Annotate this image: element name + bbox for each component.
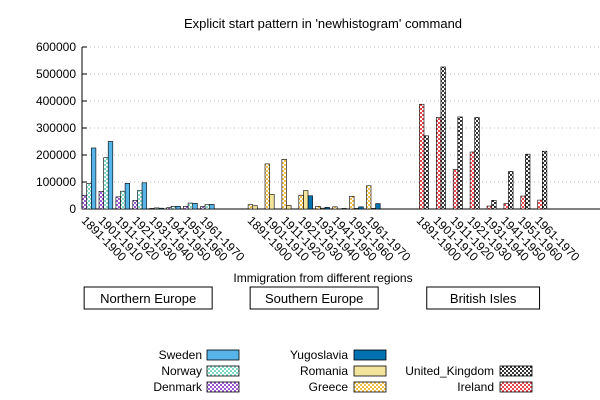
x-axis-label: Immigration from different regions (233, 271, 412, 285)
bar-yugoslavia (307, 195, 313, 210)
bar-denmark (200, 206, 206, 210)
bar-norway (137, 190, 143, 210)
group-labels: Northern Europe Southern Europe British Is… (83, 286, 541, 310)
bar-ireland (435, 117, 442, 210)
legend-label-romania: Romania (300, 364, 348, 378)
bar-denmark (81, 194, 87, 210)
bar-romania (286, 205, 292, 210)
bar-norway (204, 204, 210, 210)
bar-greece (298, 194, 304, 210)
legend-swatch-yugoslavia (353, 349, 387, 361)
bar-united_kingdom (457, 116, 463, 210)
bar-yugoslavia (341, 208, 347, 210)
bar-romania (303, 190, 309, 210)
bar-norway (187, 202, 194, 210)
bar-greece (332, 206, 338, 210)
bar-ireland (520, 195, 526, 210)
bar-romania (353, 208, 360, 210)
bar-ireland (419, 103, 425, 210)
y-tick-label: 300000 (36, 121, 76, 135)
legend-swatch-denmark (206, 381, 240, 393)
legend-label-greece: Greece (309, 380, 349, 394)
chart-title: Explicit start pattern in 'newhistogram'… (184, 16, 462, 31)
bar-united_kingdom (541, 150, 548, 210)
grid (82, 46, 600, 183)
bar-sweden (141, 182, 147, 210)
legend-label-norway: Norway (161, 364, 202, 378)
bar-sweden (158, 207, 164, 210)
bar-greece (247, 204, 254, 210)
legend-swatch-ireland (499, 381, 533, 393)
x-tick-labels: 1891-19001901-19101911-19201921-19301931… (79, 213, 583, 264)
group-label-box (426, 286, 541, 310)
y-tick-label: 200000 (36, 148, 76, 162)
legend-label-yugoslavia: Yugoslavia (290, 348, 348, 362)
bar-denmark (166, 207, 172, 210)
bar-romania (319, 207, 326, 210)
bar-romania (370, 208, 376, 210)
legend: Sweden Norway Denmark Yugoslavia Romania Gree… (153, 348, 533, 394)
bar-united_kingdom (491, 200, 497, 210)
legend-swatch-romania (353, 365, 387, 377)
bar-united_kingdom (508, 171, 514, 210)
bar-sweden (107, 141, 114, 210)
bar-denmark (149, 208, 155, 210)
legend-label-denmark: Denmark (153, 380, 203, 394)
bar-greece (315, 206, 321, 210)
bar-norway (86, 183, 92, 210)
group-label: Northern Europe (100, 291, 196, 306)
bar-denmark (183, 206, 189, 210)
bar-ireland (503, 203, 509, 210)
y-tick-label: 400000 (36, 94, 76, 108)
bar-norway (154, 207, 160, 210)
bar-denmark (98, 191, 104, 210)
group-label: British Isles (450, 291, 517, 306)
group-label-box (83, 286, 213, 310)
bar-ireland (469, 151, 476, 210)
bar-denmark (132, 200, 138, 210)
bar-greece (366, 185, 372, 210)
bar-sweden (175, 206, 181, 210)
bar-romania (269, 194, 275, 210)
bar-denmark (115, 196, 121, 210)
bar-sweden (192, 203, 198, 210)
bar-ireland (452, 169, 459, 210)
legend-label-sweden: Sweden (159, 348, 202, 362)
legend-swatch-norway (206, 365, 240, 377)
bars (81, 66, 548, 210)
legend-label-ireland: Ireland (457, 380, 494, 394)
bar-ireland (537, 199, 543, 210)
bar-romania (252, 205, 258, 210)
y-tick-label: 500000 (36, 67, 76, 81)
legend-swatch-greece (353, 381, 387, 393)
bar-united_kingdom (474, 117, 480, 210)
bar-sweden (124, 183, 130, 210)
bar-norway (170, 206, 177, 210)
y-tick-label: 100000 (36, 175, 76, 189)
bar-sweden (209, 204, 215, 210)
bar-united_kingdom (525, 153, 531, 210)
bar-ireland (486, 205, 492, 210)
group-label: Southern Europe (265, 291, 363, 306)
y-tick-label: 600000 (36, 40, 76, 54)
y-tick-label: 0 (69, 202, 76, 216)
bar-greece (281, 159, 287, 210)
bar-greece (349, 196, 355, 210)
bar-sweden (91, 147, 97, 210)
bar-united_kingdom (423, 135, 429, 210)
legend-swatch-united_kingdom (499, 365, 533, 377)
bar-yugoslavia (375, 203, 381, 210)
legend-label-united_kingdom: United_Kingdom (405, 364, 494, 378)
bar-greece (264, 163, 270, 210)
group-label-box (249, 286, 379, 310)
legend-swatch-sweden (206, 349, 240, 361)
bar-norway (103, 157, 109, 210)
bar-united_kingdom (440, 66, 446, 210)
bar-yugoslavia (358, 206, 364, 210)
bar-norway (120, 190, 126, 210)
axes: 0 100000 200000 300000 400000 500000 600000 (36, 40, 600, 216)
bar-yugoslavia (324, 207, 330, 210)
